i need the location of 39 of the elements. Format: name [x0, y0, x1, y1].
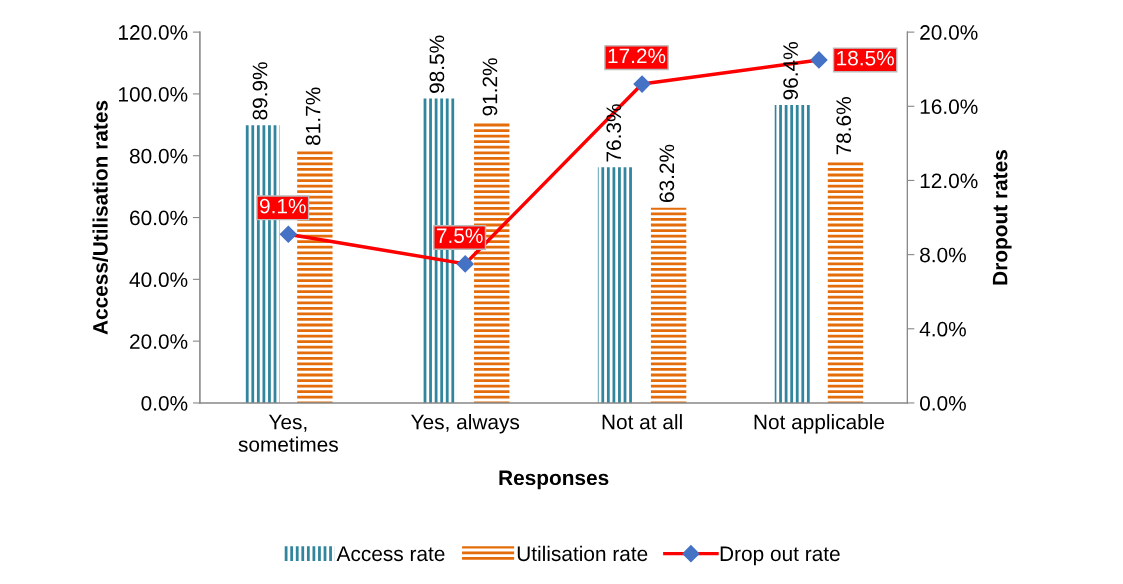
- y-tick-label: 20.0%: [130, 334, 188, 349]
- y-axis-title: Access/Utilisation rates: [92, 100, 108, 335]
- y-tick-label: 40.0%: [129, 272, 188, 288]
- y2-axis-title: Dropout rates: [992, 150, 1012, 285]
- data-label: 81.7%: [305, 87, 321, 145]
- x-tick-label: Not applicable: [754, 414, 885, 434]
- data-label: 18.5%: [837, 50, 894, 66]
- y2-tick-label: 20.0%: [920, 25, 978, 40]
- data-label: 7.5%: [436, 228, 483, 244]
- legend-label: Drop out rate: [720, 546, 840, 566]
- data-label: 9.1%: [260, 198, 306, 214]
- data-label: 96.4%: [783, 42, 799, 100]
- y-tick-label: 80.0%: [129, 148, 188, 164]
- x-tick-label: Yes, always: [411, 414, 520, 434]
- legend-label: Access rate: [336, 546, 445, 562]
- legend-label: Utilisation rate: [517, 545, 648, 562]
- y-tick-label: 100.0%: [119, 86, 188, 102]
- y-tick-label: 0.0%: [141, 395, 188, 411]
- x-tick-label: Not at all: [602, 414, 682, 430]
- y-tick-label: 60.0%: [130, 210, 188, 226]
- x-tick-label: Yes, sometimes: [238, 414, 338, 452]
- bar: [597, 167, 634, 403]
- data-label: 63.2%: [659, 144, 675, 202]
- bar: [774, 105, 811, 403]
- y-tick-label: 120.0%: [119, 25, 188, 40]
- data-label: 89.9%: [252, 62, 268, 120]
- data-label: 78.6%: [836, 97, 852, 155]
- x-axis-title: Responses: [499, 470, 609, 490]
- bar: [650, 207, 687, 403]
- y2-tick-label: 12.0%: [920, 173, 978, 189]
- y2-tick-label: 16.0%: [920, 99, 978, 115]
- bar: [827, 160, 864, 403]
- y2-tick-label: 8.0%: [920, 247, 966, 263]
- data-label: 17.2%: [608, 48, 666, 64]
- data-label: 98.5%: [429, 35, 445, 93]
- data-label: 91.2%: [482, 58, 498, 116]
- y2-tick-label: 4.0%: [919, 321, 966, 337]
- y2-tick-label: 0.0%: [920, 395, 966, 411]
- data-label: 76.3%: [606, 104, 622, 162]
